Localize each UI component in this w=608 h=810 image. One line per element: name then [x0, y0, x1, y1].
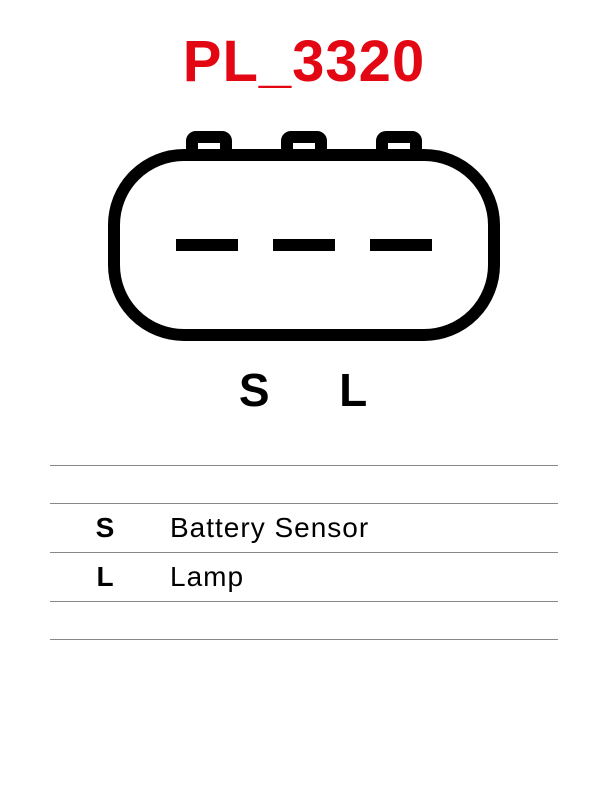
legend-key: L: [50, 553, 160, 602]
legend-row: S Battery Sensor: [50, 504, 558, 553]
legend-row: L Lamp: [50, 553, 558, 602]
legend-key: S: [50, 504, 160, 553]
legend-spacer-bottom: [50, 602, 558, 640]
legend-value: Battery Sensor: [160, 504, 558, 553]
legend-spacer-top: [50, 466, 558, 504]
connector-diagram: [104, 125, 504, 345]
pin-labels-row: S L: [0, 363, 608, 417]
legend-value: Lamp: [160, 553, 558, 602]
part-number-title: PL_3320: [0, 0, 608, 95]
pin-label-l: L: [339, 363, 369, 417]
legend-table: S Battery Sensor L Lamp: [50, 465, 558, 640]
pin-label-s: S: [239, 363, 272, 417]
connector-diagram-container: [0, 125, 608, 345]
pin-label-gap: [286, 363, 324, 417]
